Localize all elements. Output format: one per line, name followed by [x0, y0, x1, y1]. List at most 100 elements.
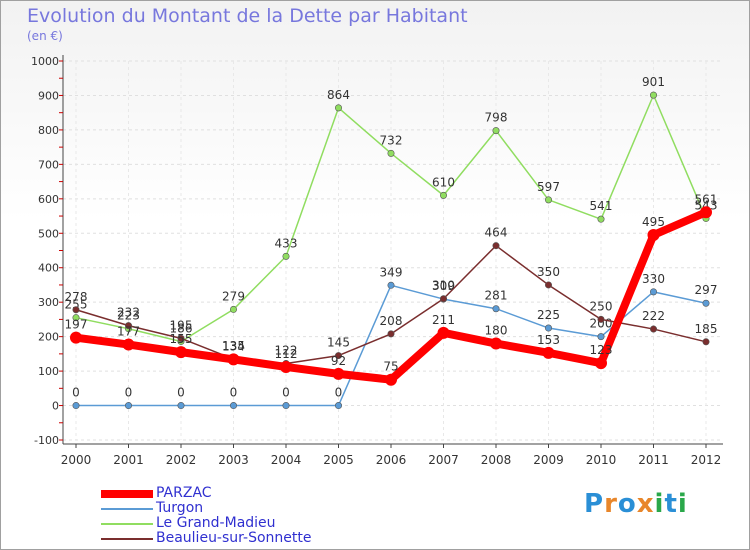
data-label: 145	[327, 336, 350, 350]
data-point	[439, 191, 447, 199]
y-tick-label: 600	[38, 193, 59, 206]
data-point	[595, 357, 607, 370]
data-label: 281	[485, 289, 508, 303]
data-point	[490, 337, 502, 350]
x-tick-label: 2002	[166, 453, 197, 467]
data-label: 433	[275, 236, 298, 250]
data-label: 112	[275, 347, 298, 361]
logo-letter: r	[604, 489, 618, 519]
y-tick-label: 800	[38, 124, 59, 137]
data-point	[492, 305, 500, 313]
data-point	[125, 402, 133, 410]
legend-label: Turgon	[156, 500, 204, 516]
data-label: 185	[695, 322, 718, 336]
data-label: 134	[222, 339, 245, 353]
data-label: 123	[590, 343, 613, 357]
data-label: 255	[65, 298, 88, 312]
legend-label: Le Grand-Madieu	[156, 515, 276, 531]
data-point	[175, 346, 187, 359]
data-label: 0	[335, 386, 343, 400]
data-label: 75	[383, 360, 398, 374]
data-label: 0	[72, 386, 80, 400]
legend-swatch	[101, 490, 153, 498]
logo-letter: t	[664, 489, 678, 519]
data-label: 195	[170, 318, 193, 332]
data-point	[387, 149, 395, 157]
data-label: 541	[590, 199, 613, 213]
data-point	[597, 333, 605, 341]
data-label: 0	[125, 386, 133, 400]
data-point	[280, 360, 292, 373]
x-tick-label: 2008	[481, 453, 512, 467]
data-point	[72, 306, 80, 314]
data-point	[544, 324, 552, 332]
x-tick-label: 2005	[323, 453, 354, 467]
data-point	[334, 402, 342, 410]
data-point	[125, 322, 133, 330]
data-label: 155	[170, 332, 193, 346]
data-point	[230, 402, 238, 410]
x-tick-label: 2001	[113, 453, 144, 467]
data-point	[702, 299, 710, 307]
data-point	[439, 295, 447, 303]
data-point	[385, 373, 397, 386]
y-tick-label: 400	[38, 262, 59, 275]
data-point	[282, 402, 290, 410]
data-point	[544, 196, 552, 204]
data-label: 901	[642, 75, 665, 89]
data-label: 225	[537, 308, 560, 322]
logo-letter: x	[636, 489, 655, 519]
data-label: 180	[485, 324, 508, 338]
data-point	[437, 326, 450, 339]
data-label: 349	[380, 265, 403, 279]
data-label: 864	[327, 88, 350, 102]
chart-title: Evolution du Montant de la Dette par Hab…	[27, 5, 468, 27]
y-axis-unit-label: (en €)	[27, 29, 63, 43]
data-label: 250	[590, 299, 613, 313]
y-tick-label: 300	[38, 296, 59, 309]
data-label: 186	[170, 321, 193, 335]
data-point	[387, 281, 395, 289]
legend-label: PARZAC	[156, 485, 212, 501]
x-tick-label: 2009	[533, 453, 564, 467]
x-tick-label: 2000	[61, 453, 92, 467]
data-point	[649, 325, 657, 333]
data-point	[597, 215, 605, 223]
data-label: 597	[537, 180, 560, 194]
data-label: 0	[230, 386, 238, 400]
y-tick-label: 700	[38, 158, 59, 171]
data-point	[387, 330, 395, 338]
y-tick-label: 0	[52, 400, 59, 413]
x-tick-label: 2003	[218, 453, 249, 467]
data-label: 330	[642, 272, 665, 286]
data-label: 732	[380, 133, 403, 147]
data-point	[647, 228, 660, 241]
x-tick-label: 2012	[691, 453, 722, 467]
data-label: 278	[65, 290, 88, 304]
data-point	[230, 305, 238, 313]
data-label: 223	[117, 309, 140, 323]
y-tick-label: 500	[38, 227, 59, 240]
data-label: 122	[275, 344, 298, 358]
logo-letter: i	[677, 489, 688, 519]
data-point	[70, 331, 82, 344]
data-point	[72, 402, 80, 410]
data-point	[334, 104, 342, 112]
data-point	[700, 206, 712, 219]
proxiti-logo: Proxiti	[584, 489, 688, 519]
y-tick-label: -100	[34, 434, 59, 447]
y-tick-label: 100	[38, 365, 59, 378]
data-label: 543	[695, 198, 718, 212]
data-label: 135	[222, 339, 245, 353]
data-point	[332, 367, 345, 380]
data-label: 279	[222, 289, 245, 303]
data-label: 211	[432, 313, 455, 327]
logo-letter: i	[654, 489, 665, 519]
data-point	[177, 334, 185, 342]
data-label: 0	[282, 386, 290, 400]
x-tick-label: 2004	[271, 453, 302, 467]
x-tick-label: 2011	[638, 453, 669, 467]
data-label: 464	[485, 226, 508, 240]
data-label: 610	[432, 175, 455, 189]
